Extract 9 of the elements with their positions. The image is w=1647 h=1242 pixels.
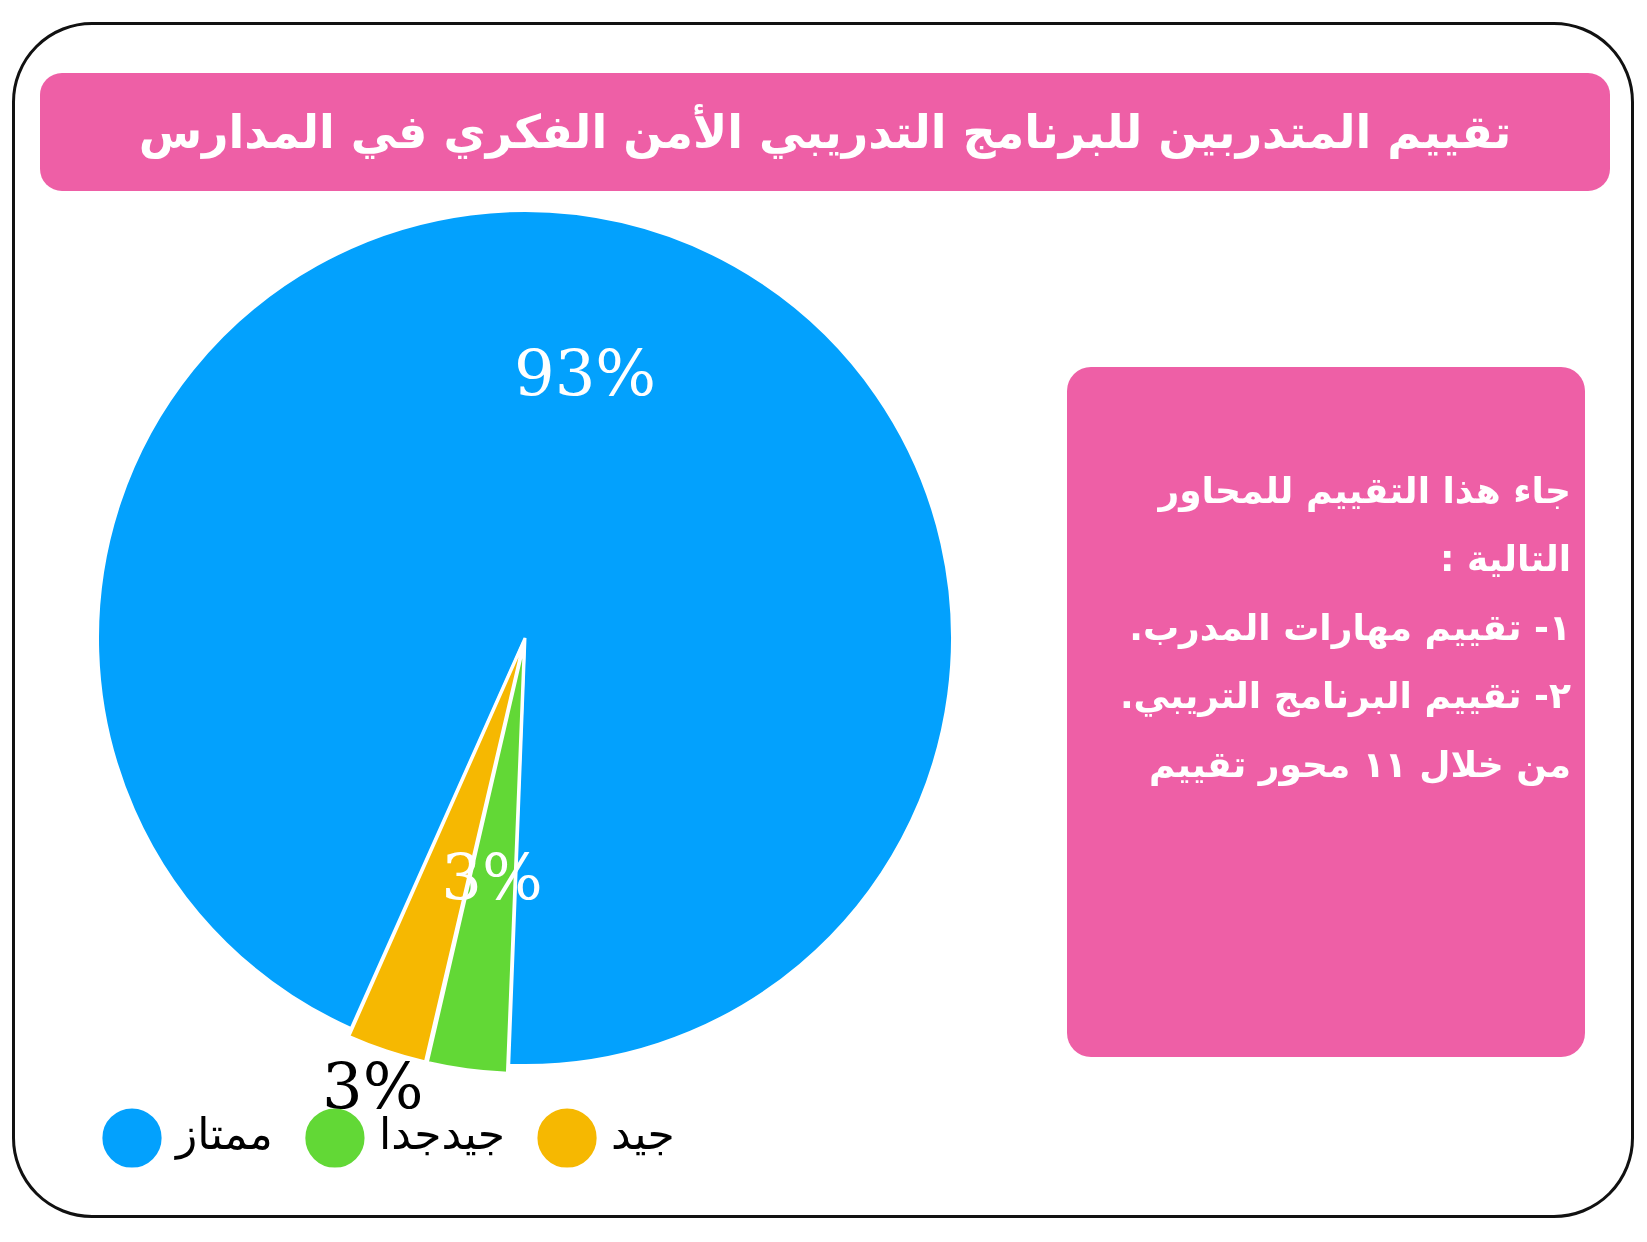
text: من خلال ١١ محور تقييم xyxy=(1148,742,1571,788)
legend-label: جيد xyxy=(611,1108,675,1160)
text: ١- تقييم مهارات المدرب. xyxy=(1128,605,1571,651)
legend-label: ممتاز xyxy=(174,1108,273,1161)
legend-label: جيدجدا xyxy=(378,1108,506,1160)
text: جاء هذا التقييم للمحاور التالية : xyxy=(1156,469,1571,582)
data-label: 93% xyxy=(513,337,657,412)
text: ٢- تقييم البرنامج التريبي. xyxy=(1118,674,1571,719)
chart-title: تقييم المتدربين للبرنامج التدريبي الأمن الفكري في المدارس xyxy=(40,73,1610,191)
